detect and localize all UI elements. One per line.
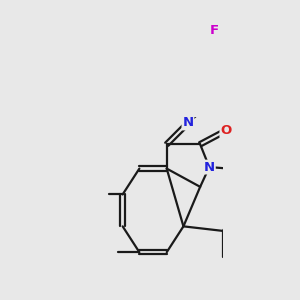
Text: N: N — [204, 160, 215, 174]
Text: O: O — [220, 124, 232, 137]
Text: F: F — [209, 24, 218, 37]
Text: N: N — [182, 116, 194, 130]
